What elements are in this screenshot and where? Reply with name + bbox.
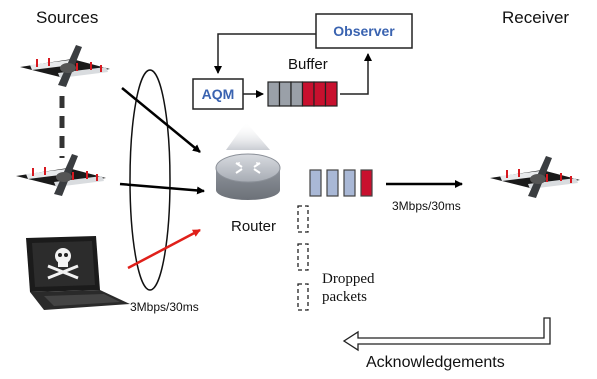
arrow-attacker-to-router xyxy=(127,228,201,270)
arrow-drone1-to-router xyxy=(121,87,201,153)
link-ellipse xyxy=(129,69,171,291)
link-packet xyxy=(309,169,322,197)
router-label: Router xyxy=(231,218,277,235)
buffer-packet xyxy=(313,81,327,107)
link-left-label: 3Mbps/30ms xyxy=(130,300,199,314)
buffer-packet xyxy=(324,81,338,107)
buffer-packet xyxy=(290,81,304,107)
acknowledgement-arrow xyxy=(342,317,551,352)
link-packet xyxy=(326,169,339,197)
attacker-laptop-icon xyxy=(26,236,130,310)
acknowledgements-label: Acknowledgements xyxy=(366,354,505,371)
buffer-packet xyxy=(267,81,281,107)
arrow-drone2-to-router xyxy=(119,182,205,195)
observer-box xyxy=(315,13,413,49)
sources-label: Sources xyxy=(36,8,99,27)
buffer-packet xyxy=(301,81,315,107)
aqm-label: AQM xyxy=(201,86,235,102)
observer-label: Observer xyxy=(333,23,395,39)
source-drone-2-icon xyxy=(16,154,106,196)
buffer-packet xyxy=(278,81,292,107)
receiver-label: Receiver xyxy=(502,8,570,27)
dropped-packets-icon xyxy=(297,205,309,311)
receiver-drone-icon xyxy=(490,156,580,198)
link-right-label: 3Mbps/30ms xyxy=(392,199,461,213)
dropped-label-line1: Dropped xyxy=(322,271,375,287)
dropped-label-line2: packets xyxy=(322,289,367,305)
aqm-box xyxy=(192,78,244,110)
router-icon xyxy=(215,153,281,200)
source-drone-1-icon xyxy=(20,45,110,87)
buffer-to-observer-line xyxy=(340,53,372,95)
buffer-queue xyxy=(267,81,338,107)
observer-to-aqm-line xyxy=(214,33,316,74)
buffer-label: Buffer xyxy=(288,56,328,73)
link-packet xyxy=(360,169,373,197)
router-glow xyxy=(226,122,270,150)
link-packet xyxy=(343,169,356,197)
link-packets xyxy=(309,169,373,197)
